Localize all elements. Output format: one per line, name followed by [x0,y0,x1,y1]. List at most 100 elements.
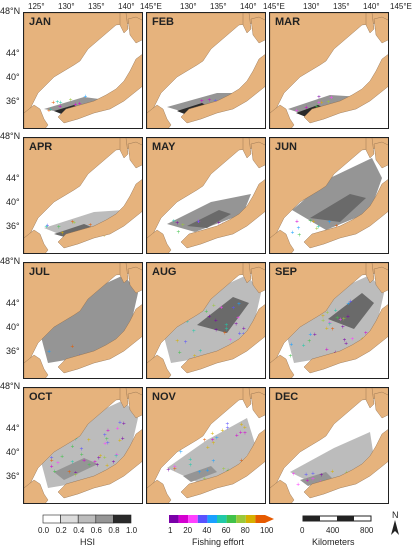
fishing-effort-mark: + [321,318,325,324]
land-sakhalin [365,263,375,284]
month-map-panel: ++++++++++++++JUN [269,137,389,254]
fishing-effort-mark: + [239,422,243,428]
fishing-effort-mark: + [73,102,77,108]
land-hokkaido [127,141,142,169]
fishing-effort-mark: + [342,316,346,322]
fishing-effort-mark: + [223,330,227,336]
land-hokkaido [250,391,265,419]
fishing-effort-mark: + [290,230,294,236]
land-japan [180,429,265,499]
fishing-effort-mark: + [346,314,350,320]
land-korea [270,479,295,503]
fishing-effort-legend-title: Fishing effort [192,537,244,547]
land-sakhalin [119,138,129,159]
month-label: MAY [152,141,176,153]
sea-of-japan-map: ++++++++ [24,263,142,378]
fishing-effort-mark: + [333,308,337,314]
fishing-effort-mark: + [327,219,331,225]
lon-tick: 140° [240,2,257,11]
fishing-effort-mark: + [202,438,206,444]
fishing-effort-mark: + [342,337,346,343]
land-sakhalin [242,13,252,34]
lat-tick: 48°N [0,6,21,16]
fishing-effort-mark: + [364,331,368,337]
fishing-effort-tick: 80 [240,526,250,535]
land-sakhalin [365,138,375,159]
hsi-tick: 1.0 [126,526,138,535]
fishing-effort-tick: 60 [221,526,231,535]
hsi-zone [197,297,249,333]
month-map-panel: ++++++++++++++++DEC [269,387,389,504]
month-map-panel: ++++FEB [146,12,266,129]
scale-bar-legend: 0 400 800 Kilometers N [298,510,408,548]
fishing-effort-mark: + [172,218,176,224]
fishing-effort-colorbar-segment [169,515,179,523]
land-japan [303,179,388,249]
fishing-effort-mark: + [220,428,224,434]
fishing-effort-mark: + [308,219,312,225]
fishing-effort-mark: + [200,98,204,104]
fishing-effort-mark: + [47,108,51,114]
month-label: JUN [275,141,298,153]
fishing-effort-colorbar-arrow [265,515,274,523]
fishing-effort-mark: + [304,472,308,478]
month-label: NOV [152,391,176,403]
fishing-effort-mark: + [103,441,107,447]
fishing-effort-mark: + [236,316,240,322]
land-sakhalin [242,388,252,409]
fishing-effort-mark: + [295,108,299,114]
fishing-effort-mark: + [319,473,323,479]
land-sakhalin [119,13,129,34]
sea-of-japan-map: ++++ [147,13,265,128]
fishing-effort-mark: + [192,328,196,334]
hsi-colorbar-segment [113,514,132,524]
fishing-effort-mark: + [88,222,92,228]
hsi-zone [167,418,255,482]
fishing-effort-mark: + [205,468,209,474]
north-arrow-icon [391,520,399,535]
fishing-effort-mark: + [316,224,320,230]
sea-of-japan-map: ++++++++++ [24,13,142,128]
fishing-effort-mark: + [242,326,246,332]
lat-tick: 40° [6,447,20,457]
fishing-effort-mark: + [179,449,183,455]
fishing-effort-mark: + [315,226,319,232]
land-korea [24,104,49,128]
land-sakhalin [242,263,252,284]
fishing-effort-mark: + [122,421,126,427]
fishing-effort-mark: + [315,104,319,110]
scale-legend-title: Kilometers [312,537,355,547]
hsi-colorbar-segment [60,514,79,524]
scale-tick: 400 [326,526,340,535]
fishing-effort-mark: + [70,344,74,350]
fishing-effort-mark: + [166,468,170,474]
fishing-effort-mark: + [58,100,62,106]
fishing-effort-colorbar-segment [188,515,198,523]
hsi-zone [167,194,251,232]
fishing-effort-colorbar-segment [255,515,265,523]
fishing-effort-mark: + [93,459,97,465]
fishing-effort-mark: + [326,99,330,105]
land-korea [147,104,172,128]
fishing-effort-mark: + [79,446,83,452]
hsi-tick: 0.8 [108,526,120,535]
fishing-effort-mark: + [121,436,125,442]
fishing-effort-mark: + [70,219,74,225]
fishing-effort-colorbar-segment [178,515,189,523]
lon-tick: 140° [363,2,380,11]
land-sakhalin [119,263,129,284]
fishing-effort-mark: + [335,316,339,322]
land-japan [303,304,388,374]
hsi-colorbar-segment [77,514,97,524]
fishing-effort-mark: + [291,471,295,477]
fishing-effort-mark: + [70,444,74,450]
land-japan [57,179,142,249]
fishing-effort-colorbar-segment [217,515,227,523]
land-korea [147,229,172,253]
fishing-effort-tick: 100 [260,526,274,535]
hsi-zone [328,293,374,329]
fishing-effort-colorbar-segment [226,515,237,523]
fishing-effort-mark: + [224,322,228,328]
fishing-effort-mark: + [211,440,215,446]
hsi-zone [292,158,382,230]
